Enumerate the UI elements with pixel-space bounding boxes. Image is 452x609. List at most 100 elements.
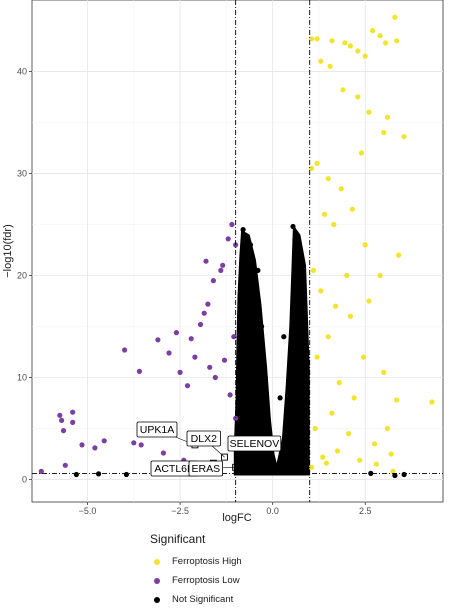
point-ferroptosis-low [192, 354, 198, 360]
y-tick-label: 0 [22, 475, 27, 485]
threshold-lines [32, 0, 443, 502]
gene-highlight-marker [245, 457, 253, 465]
point-ferroptosis-low [218, 267, 224, 273]
point-ferroptosis-high [366, 109, 372, 115]
gene-label-text: ACTL6B [154, 463, 194, 475]
point-not-significant [247, 242, 254, 248]
point-ferroptosis-low [138, 442, 144, 448]
point-not-significant [266, 425, 272, 432]
point-ferroptosis-high [329, 38, 335, 44]
point-ferroptosis-low [212, 374, 218, 381]
point-ferroptosis-high [318, 288, 324, 294]
point-ferroptosis-high [360, 354, 366, 360]
legend-item-ferroptosis-low: Ferroptosis Low [150, 571, 242, 590]
y-tick-label: 10 [17, 373, 27, 383]
point-ferroptosis-low [173, 330, 179, 336]
point-ferroptosis-low [220, 262, 226, 268]
point-ferroptosis-high [381, 130, 387, 136]
point-ferroptosis-high [340, 87, 346, 93]
point-ferroptosis-high [429, 399, 435, 405]
legend-key-ferroptosis-high [150, 558, 164, 565]
point-ferroptosis-low [62, 462, 68, 468]
x-axis-title: logFC [222, 512, 251, 524]
point-ferroptosis-high [325, 334, 331, 340]
point-ferroptosis-high [371, 441, 378, 447]
point-ferroptosis-low [160, 450, 166, 456]
point-not-significant [123, 471, 129, 478]
point-ferroptosis-low [207, 364, 213, 370]
point-ferroptosis-low [155, 337, 161, 343]
point-ferroptosis-high [338, 186, 344, 192]
point-ferroptosis-low [131, 440, 137, 446]
point-ferroptosis-high [314, 354, 320, 360]
point-ferroptosis-high [344, 272, 350, 279]
point-ferroptosis-low [70, 409, 76, 415]
point-ferroptosis-high [331, 221, 337, 228]
point-not-significant [270, 466, 276, 472]
point-ferroptosis-high [357, 457, 363, 463]
point-ferroptosis-high [333, 303, 339, 309]
point-ferroptosis-low [201, 310, 207, 316]
point-not-significant [290, 223, 296, 230]
point-ferroptosis-high [342, 40, 348, 46]
point-not-significant [392, 472, 398, 479]
gene-label-box [227, 435, 282, 452]
point-ferroptosis-high [310, 267, 316, 273]
point-ferroptosis-high [346, 431, 352, 437]
point-ferroptosis-low [229, 221, 235, 228]
point-ferroptosis-high [392, 14, 398, 20]
point-ferroptosis-high [349, 206, 355, 212]
legend-label-not-significant: Not Significant [172, 594, 234, 605]
legend-item-ferroptosis-high: Ferroptosis High [150, 552, 242, 571]
point-ferroptosis-low [227, 392, 233, 398]
x-tick-label: −2.5 [171, 506, 189, 516]
point-ferroptosis-low [122, 347, 128, 353]
point-ferroptosis-high [318, 58, 324, 64]
point-not-significant [296, 262, 302, 268]
point-ferroptosis-high [327, 63, 333, 69]
legend-title: Significant [150, 532, 206, 546]
point-ferroptosis-high [355, 48, 361, 54]
left-density-cloud [233, 229, 281, 476]
point-ferroptosis-high [362, 242, 368, 248]
point-ferroptosis-low [225, 236, 231, 242]
point-ferroptosis-low [79, 442, 85, 448]
point-ferroptosis-high [384, 114, 391, 120]
point-ferroptosis-low [221, 357, 228, 363]
y-tick-label: 40 [17, 66, 27, 76]
gene-label-box [188, 460, 223, 477]
point-not-significant [244, 249, 250, 255]
y-tick-label: 30 [17, 168, 27, 178]
point-not-significant [297, 252, 303, 258]
point-ferroptosis-low [101, 438, 107, 444]
point-not-significant [281, 334, 287, 340]
point-ferroptosis-high [347, 313, 353, 319]
point-ferroptosis-high [347, 43, 353, 49]
legend-key-not-significant [150, 596, 164, 603]
point-ferroptosis-high [312, 425, 318, 432]
point-ferroptosis-high [377, 33, 383, 39]
point-ferroptosis-high [381, 369, 387, 375]
point-ferroptosis-high [323, 460, 329, 466]
point-not-significant [262, 374, 268, 381]
point-ferroptosis-high [394, 397, 400, 403]
point-ferroptosis-low [205, 301, 211, 307]
x-tick-label: −5.0 [79, 506, 97, 516]
point-ferroptosis-high [394, 38, 400, 44]
point-ferroptosis-high [384, 425, 391, 432]
point-ferroptosis-low [57, 412, 63, 418]
point-ferroptosis-high [336, 380, 342, 386]
point-ferroptosis-high [351, 395, 357, 401]
point-not-significant [277, 395, 283, 401]
point-ferroptosis-high [396, 252, 402, 258]
point-ferroptosis-high [320, 454, 326, 460]
gene-label-text: DLX2 [191, 433, 217, 445]
point-ferroptosis-high [314, 36, 320, 42]
right-density-cloud [272, 224, 310, 476]
point-ferroptosis-low [92, 445, 98, 451]
point-not-significant [401, 471, 407, 478]
gene-label-text: SELENOV [230, 438, 280, 450]
point-ferroptosis-low [59, 417, 65, 423]
point-ferroptosis-high [309, 165, 315, 171]
